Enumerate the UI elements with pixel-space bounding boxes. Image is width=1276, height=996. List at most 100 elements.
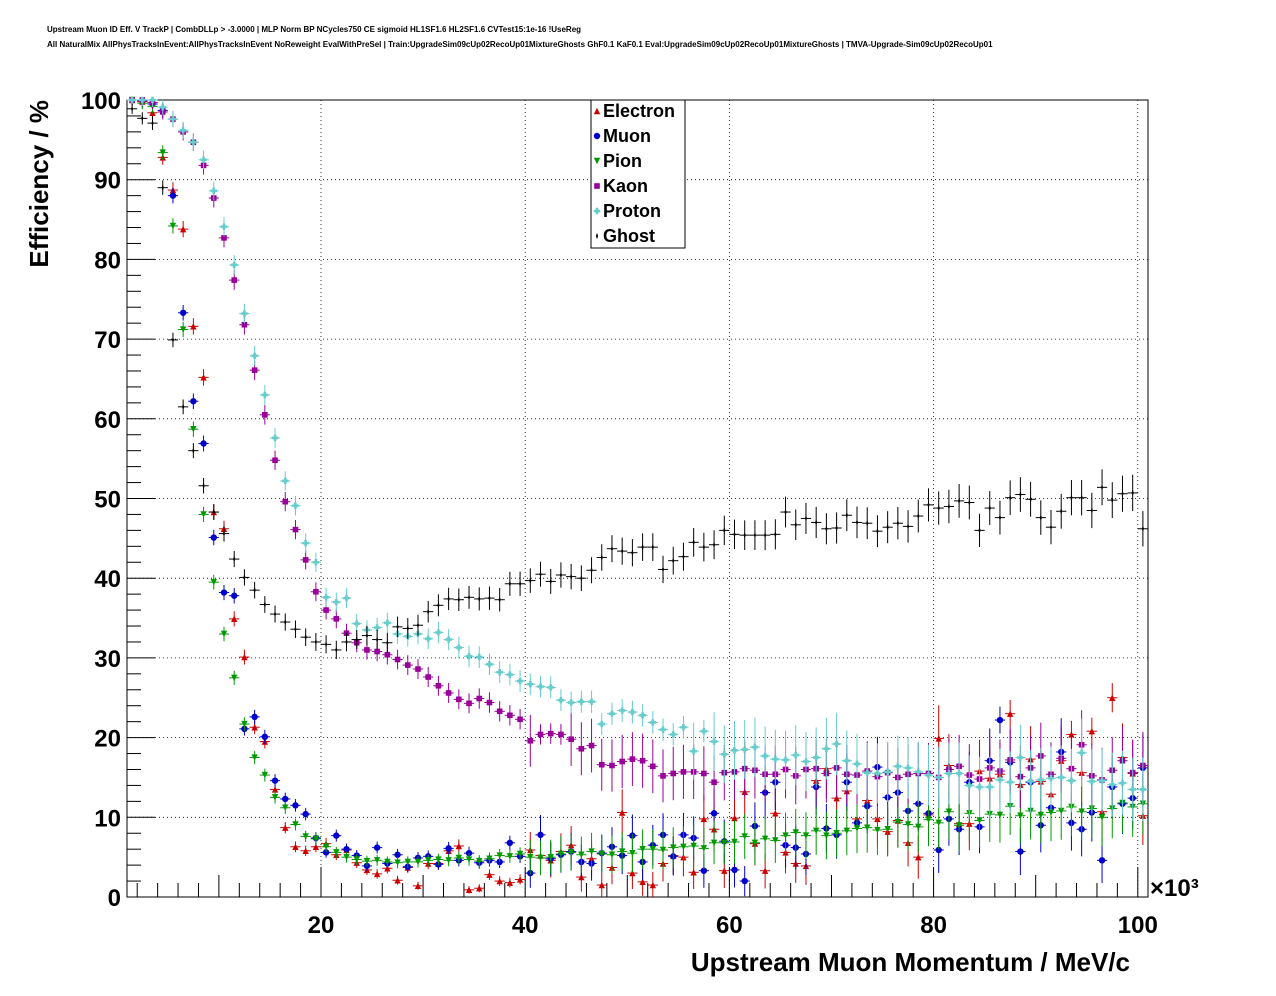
data-point bbox=[843, 757, 851, 764]
chart-title-line-2: All NaturalMix AllPhysTracksInEvent:AllP… bbox=[47, 40, 993, 49]
data-point bbox=[700, 867, 708, 874]
data-point bbox=[324, 641, 328, 648]
data-point bbox=[925, 816, 932, 823]
data-point bbox=[335, 646, 338, 654]
data-point bbox=[476, 695, 483, 702]
y-tick-label: 50 bbox=[94, 487, 121, 514]
data-point bbox=[557, 696, 565, 704]
data-point bbox=[424, 635, 432, 642]
data-point bbox=[373, 857, 381, 864]
data-point bbox=[506, 671, 514, 678]
data-point bbox=[670, 844, 677, 851]
data-point bbox=[904, 821, 912, 828]
data-point bbox=[169, 192, 177, 199]
data-point bbox=[937, 504, 940, 512]
data-point bbox=[723, 527, 726, 534]
data-point bbox=[618, 707, 626, 714]
data-point bbox=[282, 804, 289, 811]
data-point bbox=[251, 352, 258, 360]
data-point bbox=[570, 573, 573, 580]
data-point bbox=[271, 794, 279, 801]
data-point bbox=[373, 870, 381, 878]
data-point bbox=[262, 412, 268, 418]
data-point bbox=[333, 616, 340, 622]
y-tick-label: 10 bbox=[94, 805, 121, 832]
legend-label-proton: Proton bbox=[603, 201, 661, 221]
data-point bbox=[1068, 777, 1075, 784]
x-tick-label: 80 bbox=[920, 912, 947, 939]
data-point bbox=[792, 829, 799, 836]
data-point bbox=[313, 588, 319, 595]
data-point bbox=[496, 669, 503, 676]
data-point bbox=[465, 653, 473, 660]
data-point bbox=[496, 708, 503, 715]
data-point bbox=[179, 309, 187, 316]
y-tick-label: 20 bbox=[94, 726, 121, 753]
data-point bbox=[733, 531, 736, 538]
data-point bbox=[273, 610, 277, 618]
data-point bbox=[670, 731, 677, 738]
data-point bbox=[416, 622, 420, 629]
data-point bbox=[761, 752, 769, 760]
data-point bbox=[190, 425, 197, 433]
data-point bbox=[292, 502, 299, 509]
data-point bbox=[588, 848, 595, 855]
data-point bbox=[731, 747, 738, 754]
data-point bbox=[802, 832, 810, 839]
data-point bbox=[649, 845, 657, 853]
data-point bbox=[498, 596, 501, 603]
data-point bbox=[835, 524, 838, 532]
data-point bbox=[192, 447, 195, 454]
data-point bbox=[1029, 496, 1032, 503]
data-point bbox=[322, 843, 330, 850]
data-point bbox=[864, 769, 871, 776]
data-point bbox=[547, 684, 554, 691]
data-point bbox=[304, 633, 307, 641]
data-point bbox=[917, 512, 920, 520]
legend: Electron Muon Pion Kaon Proton Ghost bbox=[590, 99, 686, 249]
data-point bbox=[925, 771, 932, 779]
data-point bbox=[608, 851, 616, 858]
legend-marker-muon bbox=[593, 132, 601, 140]
data-point bbox=[661, 566, 665, 573]
data-point bbox=[456, 696, 462, 703]
data-point bbox=[600, 554, 603, 561]
data-point bbox=[465, 856, 473, 863]
data-point bbox=[853, 825, 861, 832]
data-point bbox=[457, 596, 460, 603]
data-point bbox=[169, 115, 177, 123]
data-point bbox=[843, 827, 851, 835]
data-point bbox=[518, 580, 522, 587]
data-point bbox=[1098, 814, 1106, 821]
data-point bbox=[935, 774, 942, 781]
data-point bbox=[641, 543, 644, 551]
data-point bbox=[343, 845, 350, 853]
data-point bbox=[537, 731, 544, 738]
data-point bbox=[1017, 848, 1024, 855]
data-point bbox=[845, 512, 848, 519]
data-point bbox=[1049, 523, 1053, 531]
data-point bbox=[649, 881, 657, 889]
data-point bbox=[476, 653, 483, 661]
data-point bbox=[478, 595, 481, 603]
data-point bbox=[753, 531, 757, 539]
data-point bbox=[231, 674, 238, 682]
data-point bbox=[302, 847, 309, 854]
data-point bbox=[815, 519, 818, 526]
data-point bbox=[578, 698, 585, 705]
data-point bbox=[1019, 491, 1022, 498]
data-point bbox=[466, 700, 472, 707]
data-point bbox=[700, 728, 708, 735]
data-point bbox=[598, 720, 605, 728]
data-point bbox=[374, 648, 380, 655]
data-point bbox=[271, 786, 279, 793]
data-point bbox=[996, 811, 1004, 819]
data-point bbox=[741, 877, 748, 885]
data-point bbox=[445, 636, 452, 643]
data-point bbox=[445, 845, 452, 852]
data-point bbox=[517, 716, 523, 723]
data-point bbox=[202, 482, 205, 489]
data-point bbox=[488, 594, 491, 602]
legend-marker-electron bbox=[593, 107, 601, 115]
data-point bbox=[241, 321, 248, 328]
